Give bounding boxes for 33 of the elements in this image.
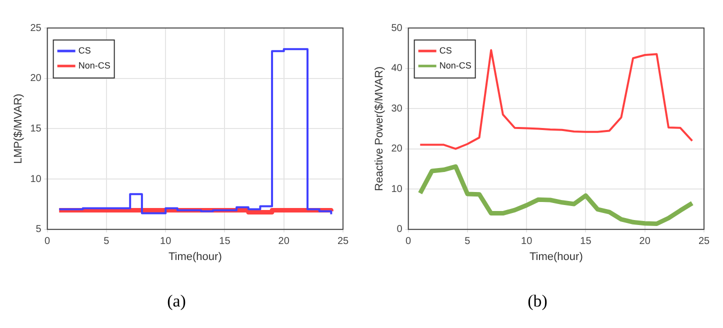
x-tick-label: 10 bbox=[521, 236, 533, 248]
x-tick-label: 0 bbox=[406, 236, 412, 248]
x-tick-label: 25 bbox=[698, 236, 710, 248]
y-tick-label: 10 bbox=[30, 174, 42, 185]
x-axis-title: Time(hour) bbox=[168, 251, 222, 264]
y-tick-label: 0 bbox=[396, 224, 403, 236]
x-tick-label: 20 bbox=[639, 236, 651, 248]
text: (a) bbox=[167, 291, 186, 310]
y-tick-label: 50 bbox=[391, 22, 403, 34]
x-tick-label: 10 bbox=[160, 236, 172, 248]
legend-label: CS bbox=[78, 45, 91, 56]
y-tick-label: 10 bbox=[391, 184, 403, 195]
y-tick-label: 20 bbox=[30, 73, 42, 84]
x-tick-label: 20 bbox=[278, 236, 290, 248]
y-tick-label: 40 bbox=[391, 63, 403, 74]
y-tick-label: 15 bbox=[30, 123, 42, 134]
y-tick-label: 25 bbox=[30, 22, 42, 34]
legend-label: Non-CS bbox=[439, 60, 472, 70]
x-tick-label: 5 bbox=[104, 236, 110, 248]
x-tick-label: 5 bbox=[464, 236, 471, 248]
x-tick-label: 25 bbox=[337, 236, 349, 248]
legend-label: CS bbox=[439, 45, 452, 56]
x-axis-title: Time(hour) bbox=[529, 251, 583, 264]
x-tick-label: 15 bbox=[580, 236, 592, 248]
x-tick-label: 15 bbox=[219, 236, 231, 248]
y-axis-title: LMP($/MVAR) bbox=[12, 94, 25, 164]
y-tick-label: 20 bbox=[391, 144, 403, 155]
legend-label: Non-CS bbox=[78, 60, 110, 70]
y-axis-title: Reactive Power($/MVAR) bbox=[374, 66, 386, 191]
x-tick-label: 0 bbox=[44, 236, 51, 248]
y-tick-label: 5 bbox=[36, 224, 42, 236]
text: (b) bbox=[528, 291, 548, 310]
y-tick-label: 30 bbox=[391, 103, 403, 114]
